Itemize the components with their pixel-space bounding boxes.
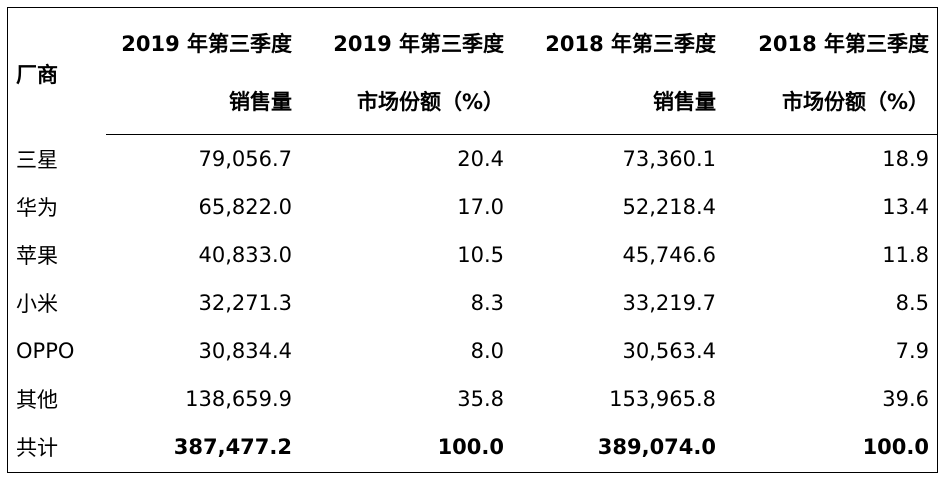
total-sales-2019: 387,477.2: [173, 435, 292, 459]
sales-2018: 33,219.7: [622, 291, 716, 315]
vendor-name: 苹果: [16, 244, 58, 268]
sales-2019: 65,822.0: [198, 195, 292, 219]
header-row-period: 厂商 2019 年第三季度 2019 年第三季度 2018 年第三季度 2018…: [8, 8, 937, 87]
total-sales-2018: 389,074.0: [597, 435, 716, 459]
share-2019: 20.4: [457, 147, 504, 171]
sales-2018: 52,218.4: [622, 195, 716, 219]
share-2018: 13.4: [882, 195, 929, 219]
table-row: 华为 65,822.0 17.0 52,218.4 13.4: [8, 183, 937, 231]
share-2018: 18.9: [882, 147, 929, 171]
share-2019: 10.5: [457, 243, 504, 267]
vendor-name: 华为: [16, 196, 58, 220]
column-period-header: 2018 年第三季度: [758, 32, 929, 56]
table-row: 三星 79,056.7 20.4 73,360.1 18.9: [8, 135, 937, 184]
share-2019: 35.8: [457, 387, 504, 411]
sales-table: 厂商 2019 年第三季度 2019 年第三季度 2018 年第三季度 2018…: [8, 8, 937, 471]
column-metric-header: 市场份额（%）: [300, 72, 512, 135]
share-2018: 7.9: [895, 339, 929, 363]
sales-2019: 138,659.9: [185, 387, 292, 411]
table-row: 小米 32,271.3 8.3 33,219.7 8.5: [8, 279, 937, 327]
column-period-header: 2019 年第三季度: [333, 32, 504, 56]
total-label: 共计: [16, 436, 58, 460]
header-row-metric: 销售量 市场份额（%） 销售量 市场份额（%）: [8, 72, 937, 135]
vendor-name: OPPO: [16, 339, 75, 363]
column-metric-header: 市场份额（%）: [724, 72, 937, 135]
sales-2018: 30,563.4: [622, 339, 716, 363]
sales-2018: 153,965.8: [609, 387, 716, 411]
column-metric-header: 销售量: [512, 72, 724, 135]
share-2019: 17.0: [457, 195, 504, 219]
total-share-2018: 100.0: [862, 435, 929, 459]
table-row: 其他 138,659.9 35.8 153,965.8 39.6: [8, 375, 937, 423]
share-2018: 8.5: [895, 291, 929, 315]
vendor-header: 厂商: [16, 63, 58, 88]
column-period-header: 2018 年第三季度: [545, 32, 716, 56]
table-row: 苹果 40,833.0 10.5 45,746.6 11.8: [8, 231, 937, 279]
column-period-header: 2019 年第三季度: [121, 32, 292, 56]
sales-2018: 73,360.1: [622, 147, 716, 171]
vendor-name: 小米: [16, 292, 58, 316]
share-2018: 11.8: [882, 243, 929, 267]
table-frame: 厂商 2019 年第三季度 2019 年第三季度 2018 年第三季度 2018…: [7, 7, 938, 473]
table-row: OPPO 30,834.4 8.0 30,563.4 7.9: [8, 327, 937, 375]
vendor-name: 三星: [16, 147, 58, 172]
sales-2019: 40,833.0: [198, 243, 292, 267]
sales-2019: 32,271.3: [198, 291, 292, 315]
sales-2019: 30,834.4: [198, 339, 292, 363]
share-2019: 8.0: [470, 339, 504, 363]
share-2018: 39.6: [882, 387, 929, 411]
total-share-2019: 100.0: [437, 435, 504, 459]
share-2019: 8.3: [470, 291, 504, 315]
vendor-name: 其他: [16, 388, 58, 412]
column-metric-header: 销售量: [106, 72, 300, 135]
sales-2019: 79,056.7: [198, 147, 292, 171]
sales-2018: 45,746.6: [622, 243, 716, 267]
total-row: 共计 387,477.2 100.0 389,074.0 100.0: [8, 423, 937, 471]
